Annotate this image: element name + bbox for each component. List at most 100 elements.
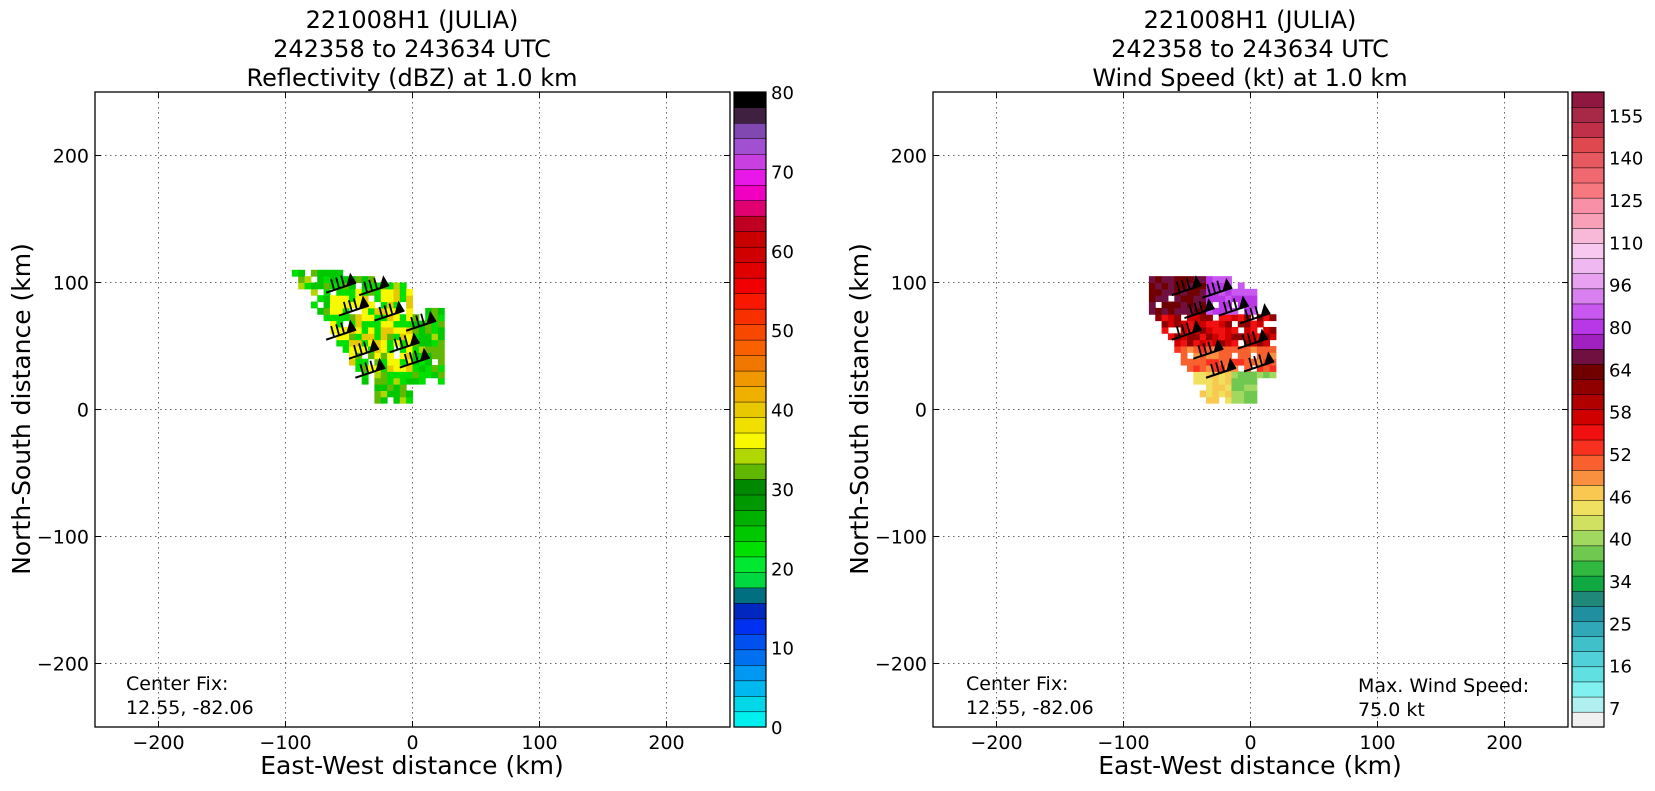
- field-cell: [1269, 326, 1277, 334]
- field-cell: [1212, 307, 1220, 315]
- field-cell: [374, 282, 382, 290]
- field-cell: [361, 326, 369, 334]
- field-cell: [1225, 352, 1232, 360]
- field-cell: [1231, 371, 1239, 379]
- field-cell: [1199, 365, 1207, 372]
- field-cell: [1148, 282, 1156, 290]
- wind-barb-flag: [346, 272, 357, 287]
- field-cell: [418, 326, 426, 334]
- wind-title-line3: Wind Speed (kt) at 1.0 km: [1092, 64, 1407, 92]
- colorbar-swatch: [1571, 182, 1605, 199]
- field-cell: [374, 314, 382, 322]
- colorbar-tick-label: 50: [771, 321, 794, 342]
- field-cell: [1237, 282, 1245, 290]
- colorbar-swatch: [1571, 394, 1605, 411]
- field-cell: [1167, 307, 1175, 315]
- field-cell: [349, 288, 356, 296]
- field-cell: [1206, 333, 1213, 341]
- x-tick-label: −200: [970, 732, 1022, 754]
- field-cell: [393, 358, 401, 366]
- field-cell: [1161, 301, 1169, 309]
- field-cell: [1206, 295, 1213, 303]
- wind-barb-feather: [1241, 334, 1247, 347]
- wind-barb-flag: [358, 295, 369, 310]
- field-cell: [1237, 288, 1245, 296]
- colorbar-swatch: [1571, 333, 1605, 350]
- field-cell: [437, 358, 445, 366]
- reflectivity-title-line1: 221008H1 (JULIA): [306, 6, 519, 34]
- colorbar-tick-label: 64: [1609, 360, 1632, 381]
- wind-barb-feather: [388, 303, 394, 315]
- reflectivity-center-fix-value: 12.55, -82.06: [126, 697, 254, 719]
- field-cell: [355, 339, 363, 347]
- wind-barb-feather: [1210, 363, 1215, 376]
- field-cell: [1206, 352, 1213, 360]
- field-cell: [380, 333, 388, 341]
- field-cell: [387, 333, 394, 341]
- field-cell: [406, 371, 413, 379]
- field-cell: [1174, 301, 1182, 309]
- field-cell: [1174, 295, 1182, 303]
- field-cell: [368, 307, 375, 315]
- colorbar-swatch: [733, 618, 767, 635]
- field-cell: [1218, 320, 1226, 328]
- wind-barb-feather: [368, 279, 374, 292]
- field-cell: [323, 301, 331, 309]
- colorbar-swatch: [1571, 560, 1605, 577]
- colorbar-swatch: [1571, 424, 1605, 441]
- field-cell: [361, 377, 369, 385]
- colorbar-swatch: [733, 633, 767, 651]
- field-cell: [1225, 326, 1232, 334]
- field-cell: [1218, 377, 1226, 385]
- wind-barb-feather: [1215, 362, 1220, 374]
- field-cell: [393, 333, 401, 341]
- field-cell: [355, 314, 363, 322]
- field-cell: [406, 358, 413, 366]
- field-cell: [387, 371, 394, 379]
- wind-barb-flag: [1264, 351, 1275, 366]
- wind-center-fix-value: 12.55, -82.06: [966, 697, 1094, 719]
- field-cell: [1212, 339, 1220, 347]
- field-cell: [1161, 295, 1169, 303]
- field-cell: [1193, 352, 1201, 360]
- field-cell: [1263, 346, 1271, 353]
- wind-barb-flag: [369, 338, 379, 353]
- colorbar-tick-label: 140: [1609, 149, 1643, 170]
- colorbar-swatch: [1571, 152, 1605, 169]
- field-cell: [1206, 390, 1213, 398]
- field-cell: [1199, 326, 1207, 334]
- field-cell: [387, 314, 394, 322]
- reflectivity-ylabel: North-South distance (km): [7, 243, 36, 575]
- field-cell: [336, 282, 344, 290]
- field-cell: [342, 295, 350, 303]
- field-cell: [431, 307, 439, 315]
- colorbar-swatch: [733, 355, 767, 372]
- field-cell: [329, 314, 337, 322]
- colorbar-swatch: [733, 246, 767, 263]
- field-cell: [1187, 333, 1194, 341]
- field-cell: [1161, 320, 1169, 328]
- colorbar-swatch: [1571, 197, 1605, 214]
- x-tick-label: 0: [406, 732, 418, 754]
- field-cell: [437, 314, 445, 322]
- field-cell: [1225, 301, 1232, 309]
- field-cell: [1155, 314, 1163, 322]
- field-cell: [437, 365, 445, 372]
- field-cell: [399, 377, 407, 385]
- field-cell: [387, 390, 394, 398]
- wind-barb-feather: [413, 350, 419, 362]
- field-cell: [406, 346, 413, 353]
- reflectivity-center-fix-label: Center Fix:: [126, 673, 228, 695]
- field-cell: [349, 339, 356, 347]
- field-cell: [1180, 301, 1188, 309]
- colorbar-swatch: [1571, 242, 1605, 259]
- colorbar-tick-label: 0: [771, 718, 782, 739]
- field-cell: [1167, 276, 1175, 283]
- field-cell: [425, 358, 433, 366]
- wind-barb-feather: [410, 316, 416, 329]
- field-cell: [1161, 307, 1169, 315]
- field-cell: [1256, 346, 1264, 353]
- x-tick-label: 200: [1486, 732, 1522, 754]
- field-cell: [329, 326, 337, 334]
- field-cell: [406, 295, 413, 303]
